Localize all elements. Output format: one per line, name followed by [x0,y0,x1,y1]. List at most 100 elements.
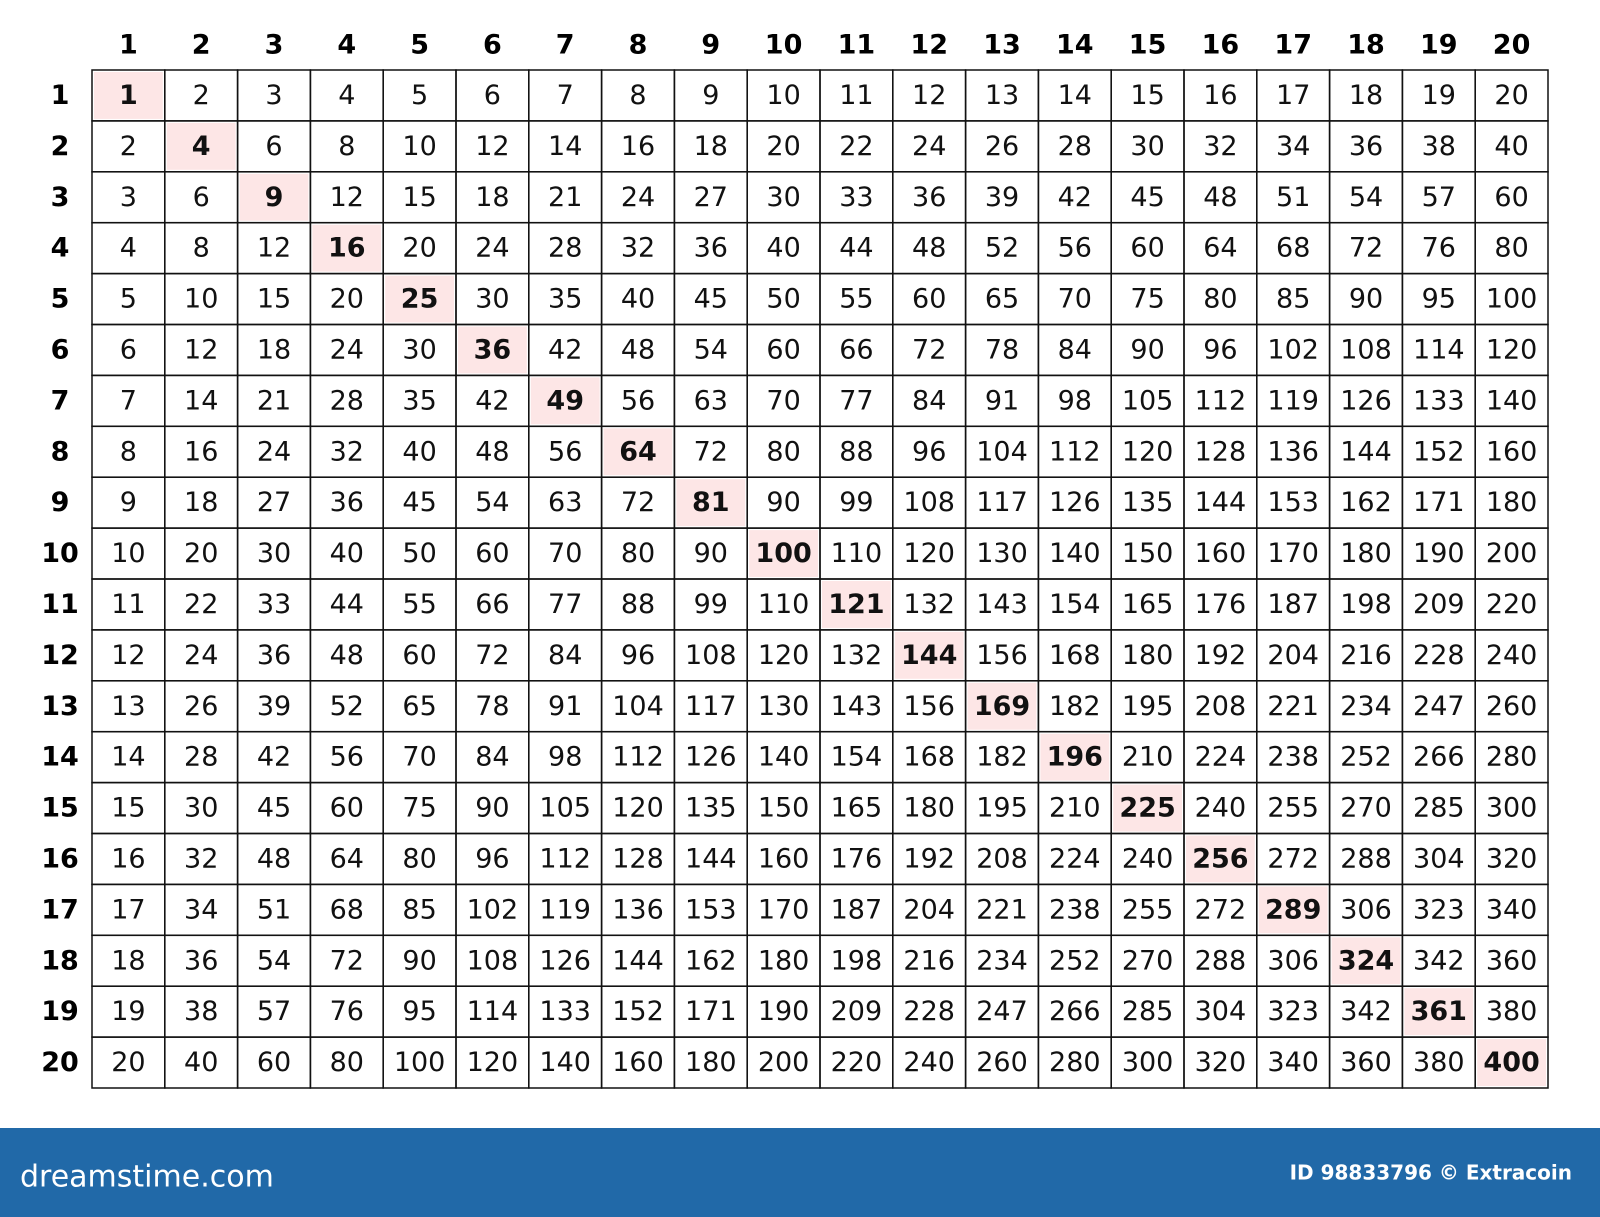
cell-value: 27 [694,182,728,213]
cell-value: 32 [184,843,218,874]
cell-value: 105 [1122,385,1174,416]
cell-value: 220 [831,1047,883,1078]
cell-value: 44 [330,589,364,620]
cell-value: 133 [1413,385,1465,416]
cell-value: 78 [475,691,509,722]
cell-value: 48 [621,334,655,365]
cell-value: 130 [976,538,1028,569]
cell-value: 252 [1049,945,1101,976]
cell-value: 120 [758,640,810,671]
cell-value: 36 [257,640,291,671]
cell-value: 216 [903,945,955,976]
cell-value: 168 [1049,640,1101,671]
cell-value: 200 [758,1047,810,1078]
diagonal-highlight [894,631,964,679]
cell-value: 208 [976,843,1028,874]
cell-value: 136 [1267,436,1319,467]
cell-value: 171 [685,996,737,1027]
cell-value: 24 [475,233,509,264]
cell-value: 16 [1203,80,1237,111]
cell-value: 80 [1203,284,1237,315]
row-header: 18 [41,945,79,976]
cell-value: 36 [474,334,512,365]
cell-value: 68 [1276,233,1310,264]
cell-value: 144 [901,640,957,671]
cell-value: 126 [685,742,737,773]
cell-value: 102 [467,894,519,925]
cell-value: 56 [621,385,655,416]
cell-value: 288 [1195,945,1247,976]
column-header: 5 [410,30,429,61]
cell-value: 120 [1486,334,1538,365]
cell-value: 252 [1340,742,1392,773]
cell-value: 38 [184,996,218,1027]
cell-value: 81 [692,487,730,518]
cell-value: 209 [831,996,883,1027]
cell-value: 14 [1058,80,1092,111]
cell-value: 234 [976,945,1028,976]
cell-value: 143 [831,691,883,722]
cell-value: 165 [1122,589,1174,620]
cell-value: 180 [685,1047,737,1078]
cell-value: 126 [1340,385,1392,416]
cell-value: 36 [1349,131,1383,162]
cell-value: 26 [985,131,1019,162]
cell-value: 24 [184,640,218,671]
cell-value: 169 [974,691,1030,722]
cell-value: 154 [831,742,883,773]
diagonal-highlight [1258,886,1328,934]
cell-value: 144 [685,843,737,874]
cell-value: 39 [985,182,1019,213]
cell-value: 260 [976,1047,1028,1078]
cell-value: 228 [1413,640,1465,671]
cell-value: 7 [120,385,137,416]
cell-value: 135 [1122,487,1174,518]
cell-value: 240 [1486,640,1538,671]
cell-value: 44 [839,233,873,264]
cell-value: 133 [539,996,591,1027]
cell-value: 15 [1130,80,1164,111]
cell-value: 34 [184,894,218,925]
cell-value: 224 [1195,742,1247,773]
diagonal-highlight [1404,988,1474,1036]
cell-value: 40 [621,284,655,315]
cell-value: 36 [694,233,728,264]
cell-value: 54 [1349,182,1383,213]
cell-value: 130 [758,691,810,722]
cell-value: 3 [265,80,282,111]
cell-value: 78 [985,334,1019,365]
credit: ID 98833796 © Extracoin [1290,1161,1572,1185]
cell-value: 8 [629,80,646,111]
cell-value: 85 [402,894,436,925]
column-header: 10 [765,30,803,61]
cell-value: 209 [1413,589,1465,620]
cell-value: 323 [1267,996,1319,1027]
cell-value: 380 [1413,1047,1465,1078]
cell-value: 20 [184,538,218,569]
cell-value: 180 [903,793,955,824]
cell-value: 50 [402,538,436,569]
cell-value: 20 [766,131,800,162]
cell-value: 7 [557,80,574,111]
cell-value: 90 [1130,334,1164,365]
cell-value: 117 [685,691,737,722]
cell-value: 120 [903,538,955,569]
cell-value: 72 [330,945,364,976]
cell-value: 10 [402,131,436,162]
cell-value: 40 [766,233,800,264]
cell-value: 100 [755,538,811,569]
cell-value: 96 [621,640,655,671]
cell-value: 13 [985,80,1019,111]
cell-value: 112 [539,843,591,874]
cell-value: 84 [548,640,582,671]
cell-value: 8 [338,131,355,162]
cell-value: 18 [475,182,509,213]
cell-value: 144 [1340,436,1392,467]
cell-value: 270 [1122,945,1174,976]
cell-value: 16 [111,843,145,874]
cell-value: 3 [120,182,137,213]
row-header: 15 [41,793,79,824]
column-header: 1 [119,30,138,61]
cell-value: 114 [467,996,519,1027]
